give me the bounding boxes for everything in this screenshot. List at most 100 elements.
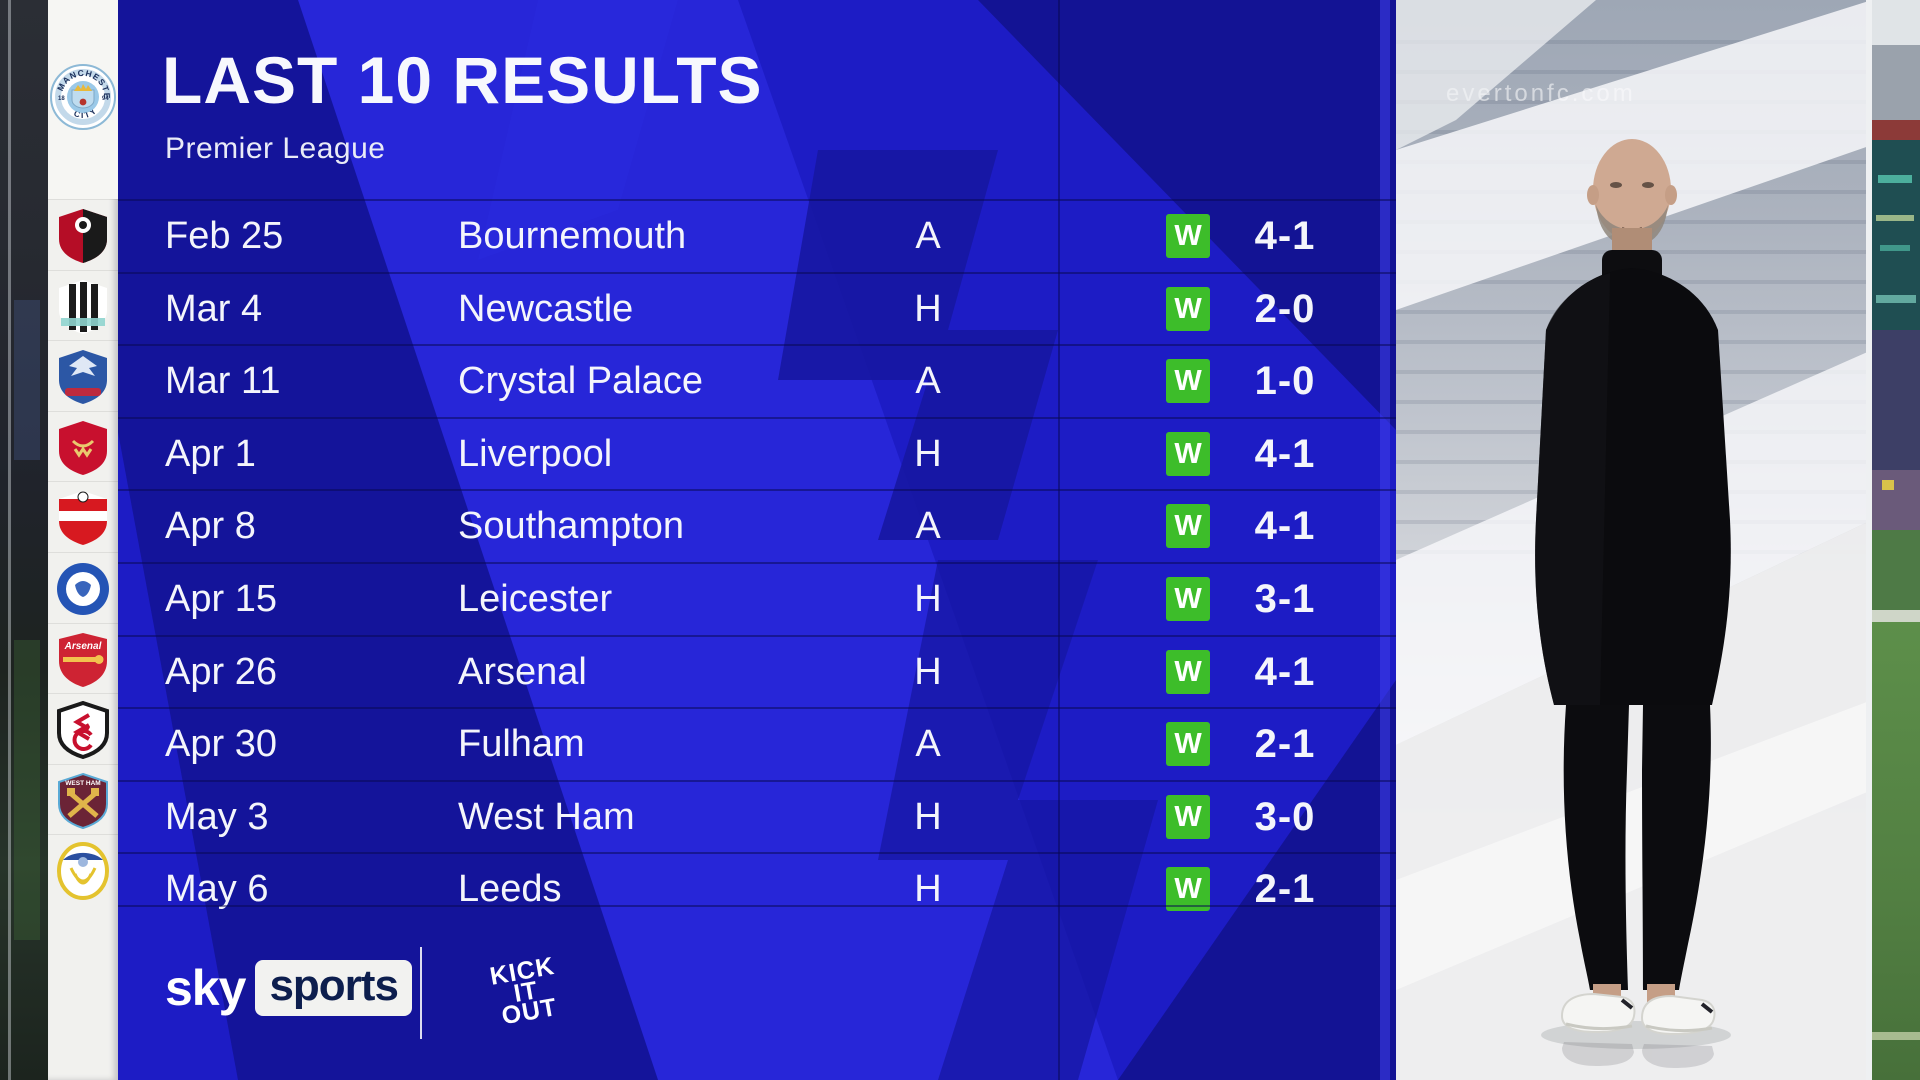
match-date: Apr 15 — [165, 577, 277, 620]
home-away-indicator: A — [915, 723, 941, 766]
result-badge: W — [1166, 867, 1210, 912]
page-subtitle: Premier League — [165, 132, 386, 165]
manager-shoe-left — [1560, 992, 1636, 1034]
mc-badge-year-left: 18 — [58, 96, 65, 102]
floor-reflection — [1562, 1042, 1714, 1068]
opponent-name: Arsenal — [458, 650, 587, 693]
home-away-indicator: H — [914, 287, 942, 330]
table-row: Apr 1 Liverpool H W 4-1 — [118, 416, 1396, 490]
opponent-name: Southampton — [458, 505, 685, 548]
opponent-name: Crystal Palace — [458, 360, 703, 403]
newcastle-badge — [59, 279, 107, 334]
result-badge: W — [1166, 576, 1210, 621]
opponent-name: West Ham — [458, 795, 635, 838]
leicester-badge-cell — [48, 552, 118, 623]
scoreboard-text-glint3 — [1880, 245, 1910, 251]
red-band-segment — [1872, 120, 1920, 140]
match-date: Apr 30 — [165, 723, 277, 766]
crowd-speckle — [1882, 480, 1894, 490]
stand-segment — [1872, 45, 1920, 120]
home-away-indicator: A — [915, 360, 941, 403]
match-score: 4-1 — [1254, 504, 1316, 549]
southampton-badge-cell — [48, 481, 118, 552]
badge-column: MANCHESTER CITY 18 94 — [48, 0, 118, 1080]
table-row: Apr 26 Arsenal H W 4-1 — [118, 634, 1396, 708]
crowd-segment2 — [1872, 470, 1920, 530]
manager-leg-left — [1563, 705, 1629, 990]
match-date: Mar 11 — [165, 360, 281, 403]
home-away-indicator: H — [914, 868, 942, 911]
opponent-name: Leicester — [458, 577, 613, 620]
result-badge: W — [1166, 794, 1210, 839]
home-away-indicator: H — [914, 577, 942, 620]
match-date: Mar 4 — [165, 287, 263, 330]
table-row: May 6 Leeds H W 2-1 — [118, 852, 1396, 925]
scoreboard-text-glint1 — [1878, 175, 1912, 183]
table-row: Apr 8 Southampton A W 4-1 — [118, 489, 1396, 562]
leeds-badge — [57, 842, 109, 901]
match-score: 4-1 — [1254, 431, 1316, 476]
opponent-name: Liverpool — [458, 432, 613, 475]
page-title: LAST 10 RESULTS — [162, 43, 763, 117]
crystal-palace-badge — [59, 350, 107, 405]
result-badge: W — [1166, 286, 1210, 331]
floor-highlight-band — [1396, 700, 1872, 990]
match-score: 3-1 — [1254, 576, 1316, 621]
opponent-name: Leeds — [458, 868, 562, 911]
match-score: 2-1 — [1254, 722, 1316, 767]
scoreboard-text-glint4 — [1876, 295, 1916, 303]
opponent-name: Fulham — [458, 723, 585, 766]
panel-edge-stripe — [1380, 0, 1390, 1080]
leeds-badge-cell — [48, 834, 118, 905]
stadium-stand-patch — [14, 300, 40, 460]
results-panel: LAST 10 RESULTS Premier League Feb 25 Bo… — [118, 0, 1396, 1080]
bournemouth-badge-cell — [48, 199, 118, 270]
home-away-indicator: H — [914, 432, 942, 475]
right-panel-divider — [1866, 0, 1873, 1080]
match-date: Apr 26 — [165, 650, 277, 693]
newcastle-badge-cell — [48, 269, 118, 341]
opponent-name: Bournemouth — [458, 215, 687, 257]
crowd-segment — [1872, 330, 1920, 470]
kick-it-out-logo: KICK IT OUT — [468, 934, 584, 1050]
result-badge: W — [1166, 359, 1210, 404]
panel-vertical-divider — [1058, 0, 1060, 1080]
svg-text:WEST HAM: WEST HAM — [65, 780, 100, 787]
match-score: 4-1 — [1254, 649, 1316, 694]
match-date: Apr 8 — [165, 505, 256, 548]
match-score: 4-1 — [1254, 214, 1316, 258]
pitch-edge-segment — [1872, 530, 1920, 610]
home-away-indicator: H — [914, 795, 942, 838]
match-date: Feb 25 — [165, 215, 284, 257]
table-row: Mar 4 Newcastle H W 2-0 — [118, 271, 1396, 345]
result-badge: W — [1166, 722, 1210, 767]
sports-logo-word: sports — [269, 961, 398, 1010]
result-badge: W — [1166, 431, 1210, 476]
sky-segment — [1872, 0, 1920, 45]
fulham-badge — [57, 701, 109, 760]
table-row: Apr 30 Fulham A W 2-1 — [118, 707, 1396, 780]
left-edge-highlight — [8, 0, 11, 1080]
match-date: May 6 — [165, 868, 269, 911]
home-away-indicator: H — [914, 650, 942, 693]
table-row: May 3 West Ham H W 3-0 — [118, 779, 1396, 853]
match-score: 1-0 — [1254, 359, 1316, 404]
west-ham-badge-cell: WEST HAM — [48, 763, 118, 835]
table-row: Feb 25 Bournemouth A W 4-1 — [118, 199, 1396, 272]
result-badge: W — [1166, 214, 1210, 258]
match-score: 3-0 — [1254, 794, 1316, 839]
sky-logo-word: sky — [165, 960, 246, 1016]
manager-leg-right — [1642, 705, 1711, 990]
svg-text:Arsenal: Arsenal — [64, 641, 102, 652]
southampton-badge — [59, 491, 107, 546]
pitch-patch — [14, 640, 40, 940]
pitch-segment — [1872, 622, 1920, 1080]
left-video-edge — [0, 0, 48, 1080]
photo-overlay-graphics — [1396, 0, 1872, 1080]
match-score: 2-1 — [1254, 867, 1316, 912]
club-badge-cell: MANCHESTER CITY 18 94 — [48, 0, 118, 199]
mc-badge-year-right: 94 — [102, 96, 109, 102]
sky-sports-logo: sky sports — [165, 957, 412, 1019]
bournemouth-badge — [59, 209, 107, 263]
